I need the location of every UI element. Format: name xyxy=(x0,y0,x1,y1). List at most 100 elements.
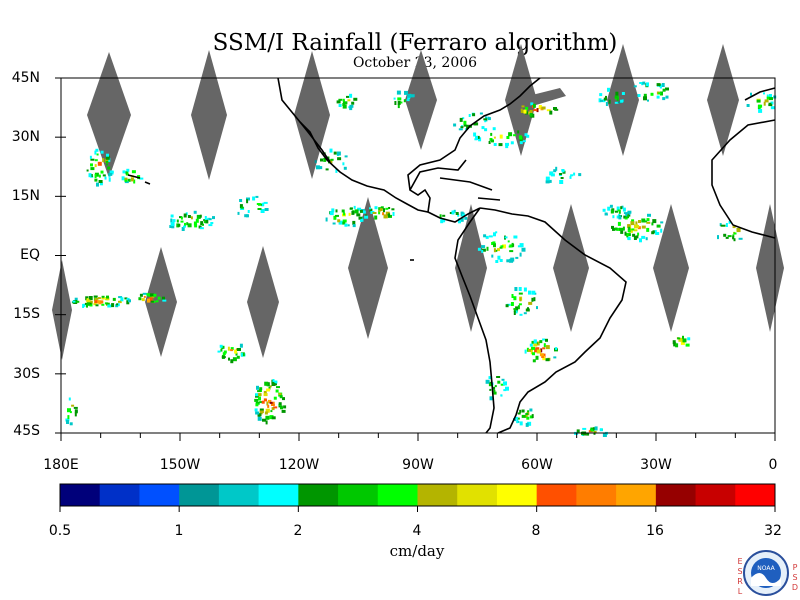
rain-cell xyxy=(106,297,110,301)
rain-cell xyxy=(643,96,647,101)
rain-cell xyxy=(356,213,361,217)
rain-cell xyxy=(100,300,104,304)
rain-cell xyxy=(519,313,523,316)
rain-cell xyxy=(150,300,154,303)
rain-cell xyxy=(462,117,465,120)
rain-cell xyxy=(369,208,373,212)
rain-cell xyxy=(531,290,536,295)
rain-cell xyxy=(529,112,533,117)
rain-cell xyxy=(271,407,275,411)
rain-cell xyxy=(338,104,342,107)
logo-letter-left: R xyxy=(737,577,743,586)
rain-cell xyxy=(121,176,125,181)
rain-cell xyxy=(521,414,526,418)
rain-cell xyxy=(364,215,369,219)
rain-cell xyxy=(396,90,401,95)
rain-cell xyxy=(336,151,341,156)
rain-cell xyxy=(483,234,487,238)
rain-cell xyxy=(725,223,728,227)
rain-cell xyxy=(69,422,73,426)
colorbar-swatch xyxy=(536,484,577,506)
missing-swath-5 xyxy=(505,44,537,156)
rain-cell xyxy=(536,108,539,113)
logo-wave xyxy=(751,573,781,586)
rain-cell xyxy=(463,124,468,127)
rain-cell xyxy=(514,287,518,291)
rain-cell xyxy=(230,359,234,364)
colorbar-swatch xyxy=(298,484,339,506)
rain-cell xyxy=(756,99,761,103)
rain-cell xyxy=(616,206,620,211)
rain-cell xyxy=(337,157,342,161)
rain-cell xyxy=(627,228,631,233)
rain-cell xyxy=(98,174,101,178)
rain-cell xyxy=(360,218,364,222)
rain-cell xyxy=(489,396,493,401)
rain-cell xyxy=(545,358,550,362)
rain-cell xyxy=(738,237,743,240)
rain-cell xyxy=(618,214,621,216)
rain-cell xyxy=(264,411,268,415)
rain-cell xyxy=(493,232,496,237)
rain-cell xyxy=(481,248,486,252)
rain-cell xyxy=(257,413,261,417)
rain-cell xyxy=(531,414,534,419)
rain-cell xyxy=(406,99,410,102)
rain-cell xyxy=(593,430,597,433)
rain-cell xyxy=(621,92,625,95)
colorbar-label-32: 32 xyxy=(764,523,782,539)
rain-cell xyxy=(343,212,346,216)
colorbar-label-1: 1 xyxy=(174,523,184,539)
rain-cell xyxy=(736,228,741,233)
rain-cell xyxy=(618,209,621,214)
rain-cell xyxy=(112,297,116,301)
rain-cell xyxy=(179,216,182,219)
rain-cell xyxy=(270,404,275,406)
rain-cell xyxy=(150,295,155,299)
rain-cell xyxy=(458,219,461,224)
rain-cell xyxy=(193,210,197,214)
lat-label-45n: 45N xyxy=(11,70,40,86)
rain-cell xyxy=(88,296,93,300)
rain-cell xyxy=(342,103,346,106)
rain-cell xyxy=(335,209,338,213)
rain-cell xyxy=(342,162,345,166)
rain-cell xyxy=(385,211,390,216)
rain-cell xyxy=(609,204,613,208)
rain-cell xyxy=(665,87,669,91)
rain-cell xyxy=(525,422,529,427)
rain-cell xyxy=(252,196,256,201)
rain-cell xyxy=(543,343,546,348)
coastline-central-america xyxy=(427,207,481,223)
rain-cell xyxy=(769,94,772,98)
lon-label-30w: 30W xyxy=(640,457,672,473)
rain-cell xyxy=(658,92,662,95)
rain-cell xyxy=(509,250,514,253)
rain-cell xyxy=(353,205,356,209)
rain-cell xyxy=(635,235,639,239)
rain-cell xyxy=(610,209,614,214)
rain-cell xyxy=(578,173,582,177)
rain-cell xyxy=(519,252,522,257)
rain-cell xyxy=(329,160,333,164)
rain-cell xyxy=(553,356,557,359)
rain-cell xyxy=(221,356,226,359)
rain-cell xyxy=(261,203,265,207)
rain-cell xyxy=(536,349,541,354)
rain-cell xyxy=(342,100,345,105)
colorbar xyxy=(59,483,776,512)
rain-cell xyxy=(95,304,99,307)
rain-cell xyxy=(733,232,737,235)
rain-cell xyxy=(239,343,243,348)
rain-cell xyxy=(269,401,273,404)
rain-cell xyxy=(641,218,646,223)
rain-cell xyxy=(255,403,259,407)
rain-cell xyxy=(616,98,619,101)
rain-cell xyxy=(348,212,351,216)
rain-cell xyxy=(582,427,587,430)
rain-cell xyxy=(665,95,669,99)
rain-cell xyxy=(338,98,343,101)
rain-cell xyxy=(319,166,323,170)
rain-cell xyxy=(612,227,615,231)
rain-cell xyxy=(763,101,766,106)
